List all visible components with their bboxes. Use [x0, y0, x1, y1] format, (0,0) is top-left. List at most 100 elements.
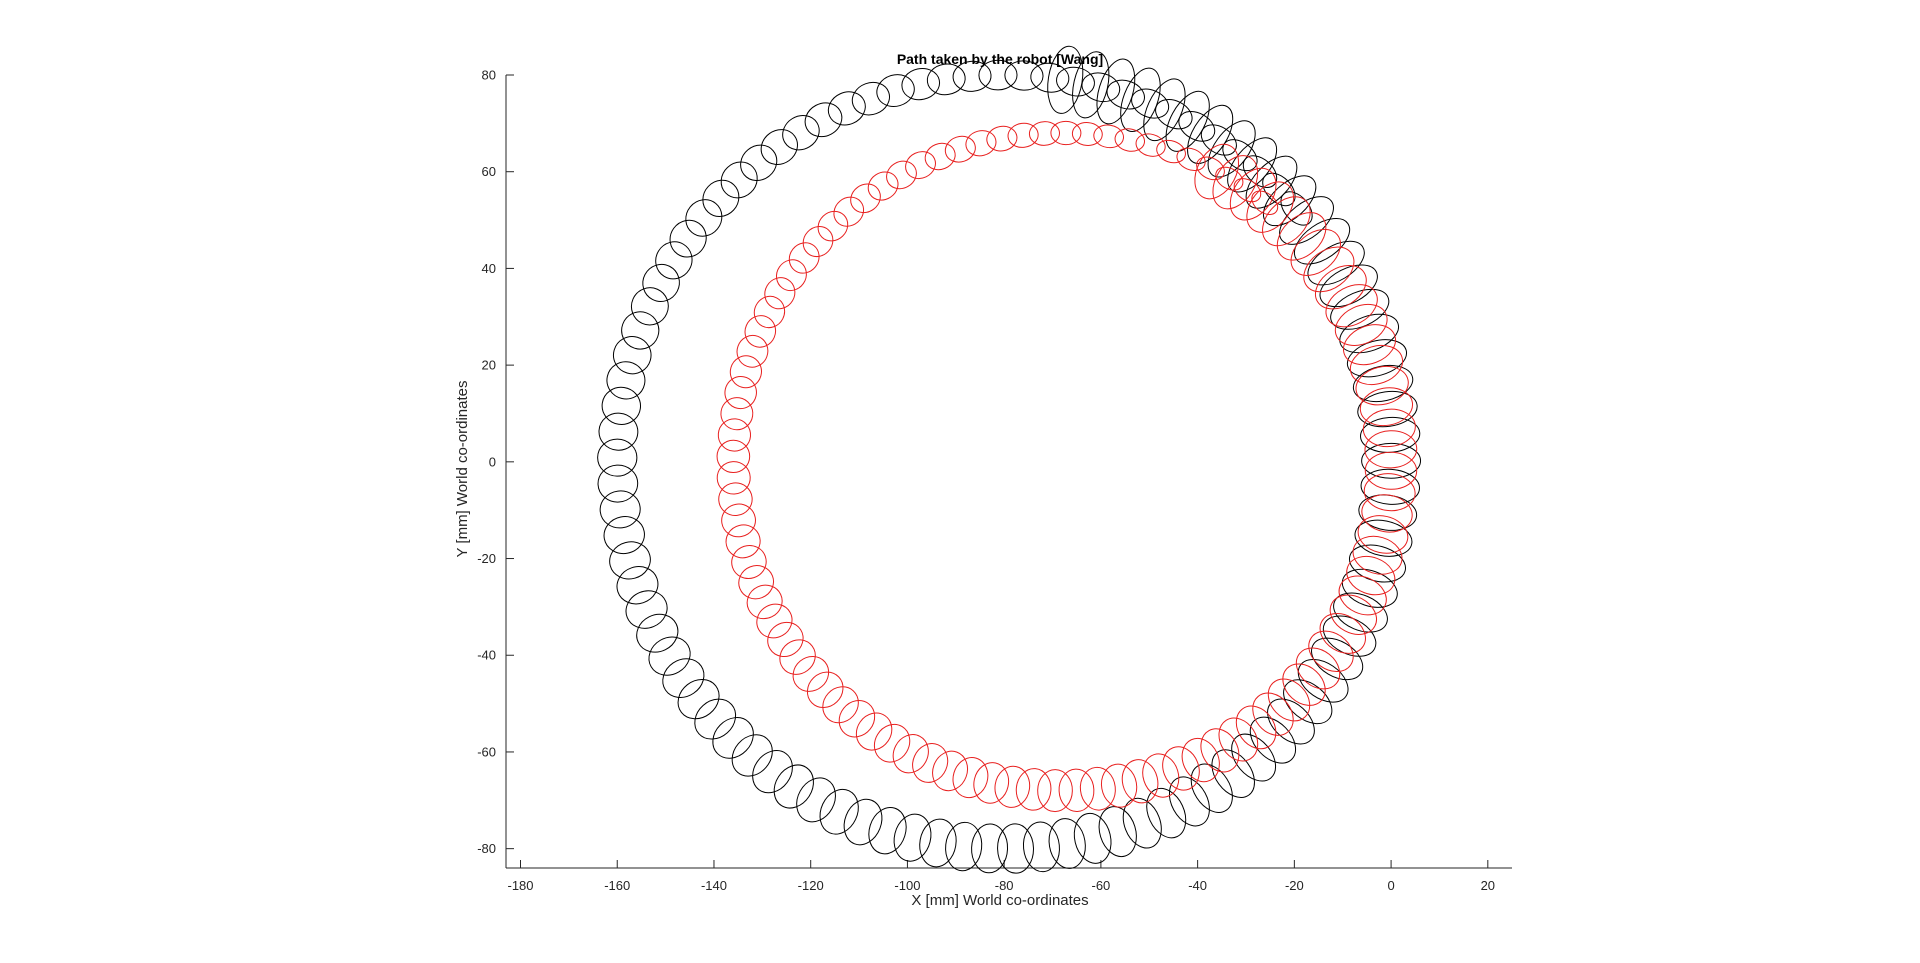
path-marker: [867, 171, 899, 201]
path-marker: [630, 287, 669, 326]
y-tick-label: 60: [482, 164, 496, 179]
path-marker: [1361, 442, 1422, 479]
path-marker: [997, 823, 1034, 874]
path-marker: [819, 788, 859, 835]
path-marker: [746, 584, 783, 620]
path-marker: [1200, 728, 1240, 773]
y-tick-label: -60: [477, 744, 496, 759]
path-marker: [1346, 555, 1396, 596]
path-marker: [1007, 122, 1039, 148]
chart-title: Path taken by the robot [Wang]: [897, 51, 1103, 67]
path-marker: [1093, 124, 1124, 149]
x-tick-label: -120: [798, 878, 824, 893]
path-marker: [905, 151, 936, 180]
path-marker: [773, 764, 814, 809]
path-marker: [944, 135, 976, 163]
path-marker: [1364, 451, 1418, 490]
path-marker: [1364, 430, 1418, 469]
path-marker: [779, 639, 816, 675]
path-marker: [1121, 759, 1159, 804]
path-marker: [924, 142, 956, 171]
path-marker: [1050, 120, 1082, 146]
path-marker: [1028, 121, 1060, 146]
path-marker: [1339, 313, 1400, 354]
path-marker: [788, 242, 820, 274]
path-marker: [752, 750, 793, 794]
path-marker: [1357, 390, 1418, 428]
path-marker: [1249, 716, 1297, 764]
path-marker: [978, 59, 1018, 91]
path-marker: [775, 259, 807, 292]
path-marker: [1319, 612, 1366, 654]
path-marker: [1308, 630, 1354, 673]
path-marker: [636, 613, 679, 653]
x-tick-label: -60: [1091, 878, 1110, 893]
path-marker: [1341, 568, 1398, 608]
path-marker: [609, 541, 651, 580]
path-marker: [601, 386, 641, 425]
path-marker: [1142, 753, 1180, 798]
path-marker: [1283, 679, 1333, 725]
plot-axes: -180 -160 -140 -120 -100 -80 -60 -40 -20 0 20 -80 -6…: [477, 68, 1512, 893]
path-marker: [738, 565, 775, 600]
path-marker: [1263, 175, 1317, 227]
path-marker: [1279, 196, 1334, 245]
path-marker: [1290, 228, 1341, 276]
path-marker: [1015, 768, 1052, 811]
path-marker: [1231, 733, 1277, 782]
path-marker: [677, 678, 720, 720]
path-marker: [1037, 769, 1073, 813]
path-marker: [764, 277, 796, 310]
path-marker: [685, 199, 723, 237]
series-0: [597, 45, 1422, 874]
path-marker: [717, 418, 752, 452]
path-marker: [1212, 155, 1259, 210]
path-marker: [721, 503, 756, 538]
path-marker: [827, 91, 866, 126]
x-axis-label: X [mm] World co-ordinates: [911, 892, 1088, 909]
path-marker: [1333, 592, 1388, 633]
path-marker: [782, 114, 820, 151]
path-marker: [718, 482, 753, 516]
path-marker: [1303, 246, 1355, 293]
path-marker: [1359, 387, 1414, 427]
path-marker: [1297, 658, 1349, 703]
path-marker: [767, 621, 804, 657]
path-marker: [1235, 705, 1277, 750]
path-marker: [850, 183, 881, 214]
series-1: [716, 120, 1418, 813]
path-marker: [598, 412, 639, 451]
path-marker: [1295, 647, 1341, 690]
path-marker: [1252, 692, 1294, 736]
path-marker: [655, 241, 693, 280]
path-marker: [1058, 768, 1095, 813]
path-marker: [669, 219, 707, 258]
path-marker: [893, 813, 932, 862]
path-marker: [1073, 812, 1112, 864]
y-tick-label: 80: [482, 68, 496, 83]
path-marker: [971, 823, 1009, 874]
path-marker: [952, 60, 992, 92]
path-marker: [1218, 717, 1259, 762]
path-marker: [1325, 284, 1378, 328]
path-marker: [833, 196, 865, 227]
path-marker: [1267, 678, 1311, 722]
path-marker: [731, 734, 773, 777]
path-marker: [1211, 749, 1255, 798]
path-marker: [606, 361, 646, 400]
path-marker: [1165, 90, 1210, 152]
path-marker: [868, 807, 907, 855]
path-marker: [1190, 763, 1233, 813]
y-tick-label: -20: [477, 551, 496, 566]
path-marker: [1156, 139, 1186, 164]
path-marker: [662, 658, 705, 698]
path-marker: [612, 336, 652, 375]
path-marker: [1022, 821, 1060, 873]
path-marker: [1181, 737, 1220, 783]
path-marker: [603, 516, 645, 555]
y-axis-label: Y [mm] World co-ordinates: [454, 380, 471, 557]
path-marker: [886, 160, 917, 190]
path-marker: [720, 161, 758, 199]
